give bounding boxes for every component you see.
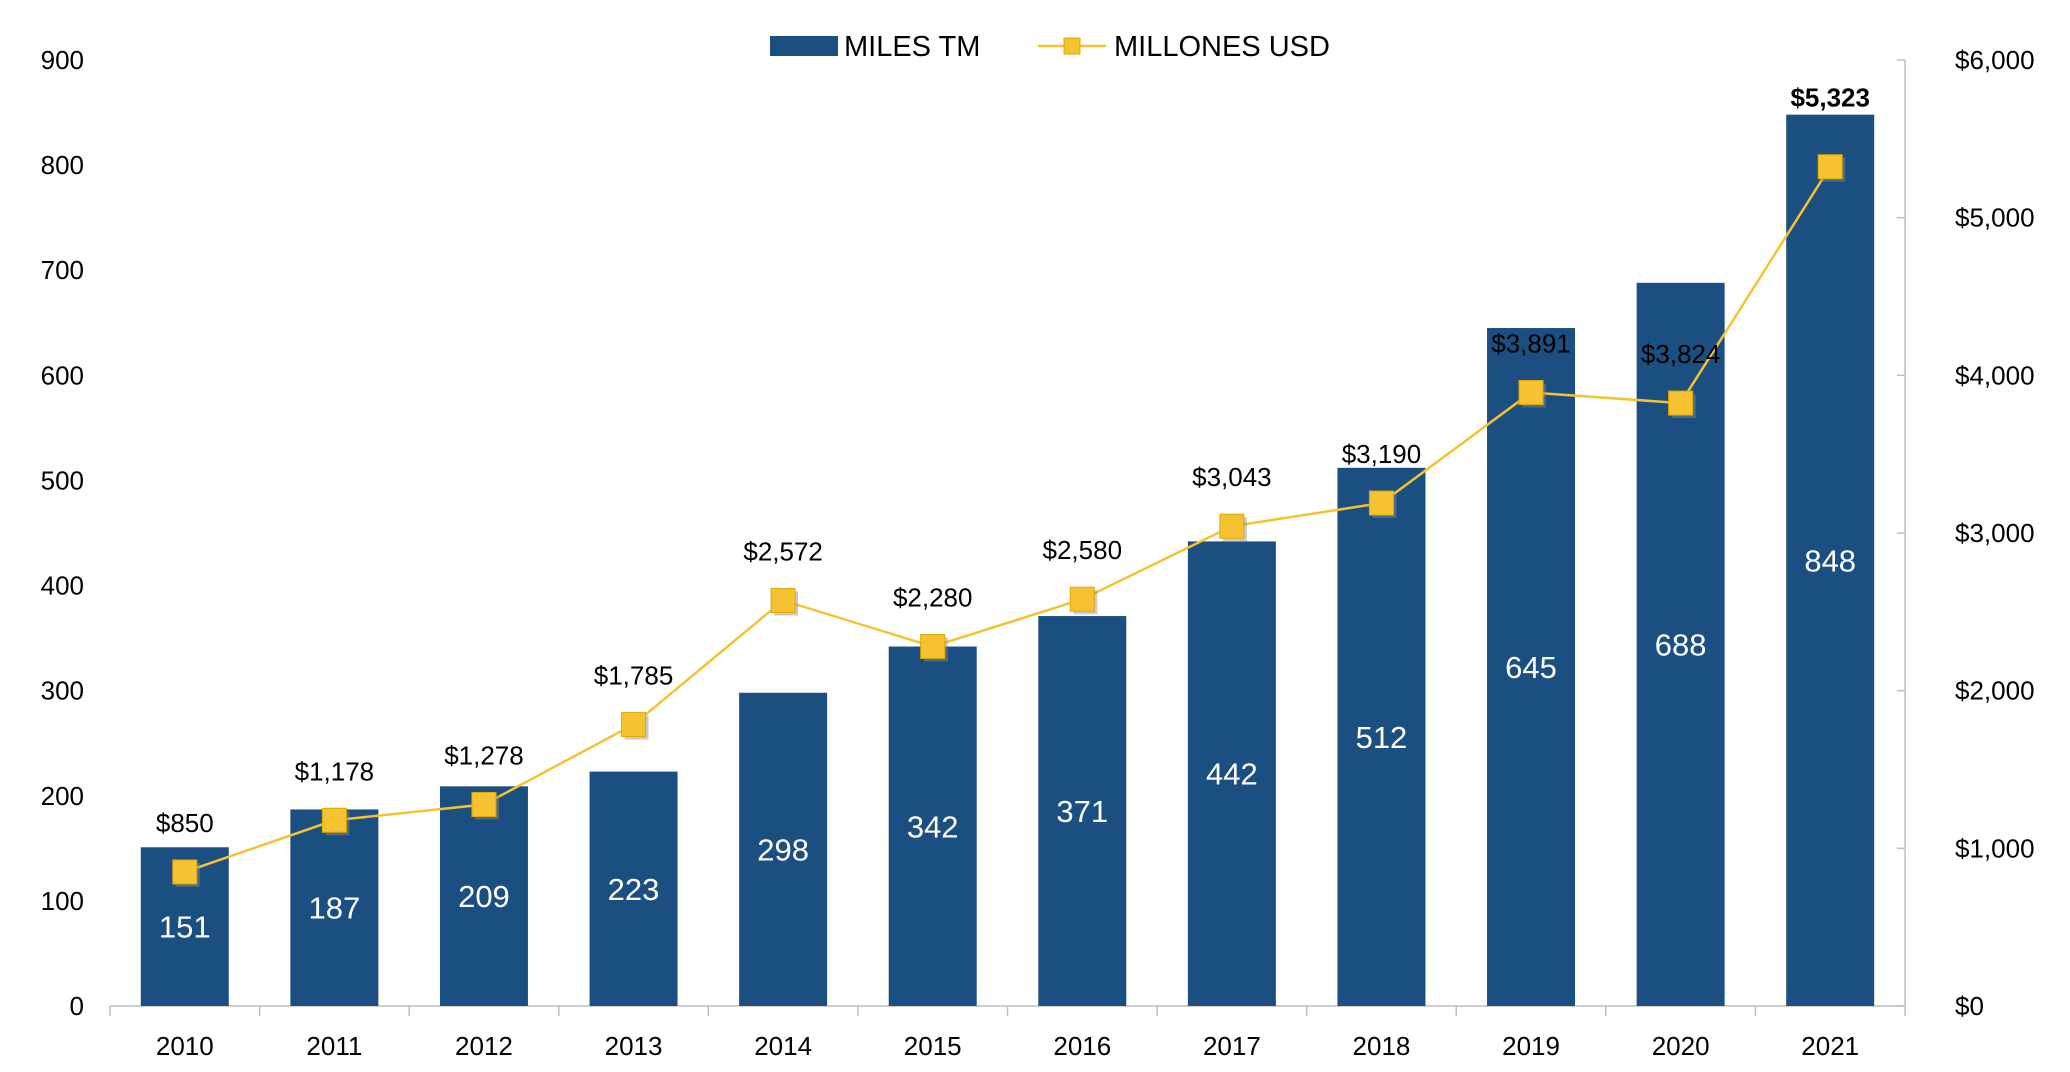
x-tick-label: 2018: [1353, 1031, 1411, 1061]
line-value-label: $3,190: [1342, 439, 1422, 469]
x-tick-label: 2014: [754, 1031, 812, 1061]
y-left-tick-label: 200: [41, 781, 84, 811]
bar-value-label: 848: [1804, 543, 1856, 578]
x-tick-label: 2020: [1652, 1031, 1710, 1061]
legend-label-miles-tm: MILES TM: [844, 31, 980, 63]
x-tick-label: 2012: [455, 1031, 513, 1061]
bar: [1786, 114, 1875, 1006]
bar-value-label: 342: [907, 809, 959, 844]
bar-value-label: 442: [1206, 757, 1258, 792]
bar-value-label: 688: [1655, 627, 1707, 662]
x-tick-label: 2010: [156, 1031, 214, 1061]
line-point: [770, 587, 796, 613]
x-tick-label: 2015: [904, 1031, 962, 1061]
bar-value-label: 187: [309, 891, 361, 926]
line-point: [621, 712, 647, 738]
bar-value-label: 512: [1356, 720, 1408, 755]
x-tick-label: 2021: [1801, 1031, 1859, 1061]
line-point: [920, 634, 946, 660]
legend: MILES TM MILLONES USD: [770, 31, 1330, 63]
line-value-label: $2,580: [1043, 535, 1123, 565]
line-point: [471, 792, 497, 818]
axes: 0 100 200 300 400 500 600 700 800 900 $0 $1,000 $2,0…: [41, 45, 2035, 1061]
x-tick-label: 2017: [1203, 1031, 1261, 1061]
y-right-tick-label: $4,000: [1955, 360, 2035, 390]
bar: [290, 809, 379, 1006]
bar: [888, 646, 977, 1006]
line-value-label: $2,572: [743, 536, 823, 566]
line-value-label: $2,280: [893, 583, 973, 613]
x-tick-label: 2019: [1502, 1031, 1560, 1061]
line-series-path: [184, 166, 1832, 874]
y-right-tick-label: $3,000: [1955, 518, 2035, 548]
y-left-tick-label: 600: [41, 360, 84, 390]
bar-value-label: 151: [159, 910, 211, 945]
y-right-tick-label: $0: [1955, 991, 1984, 1021]
line-layer: $850 $1,178 $1,278 $1,785 $2,572 $2,280 $2,580…: [156, 83, 1870, 887]
y-left-tick-label: 400: [41, 571, 84, 601]
y-left-tick-label: 100: [41, 886, 84, 916]
line-point: [1219, 513, 1245, 539]
bar: [1487, 328, 1576, 1006]
y-left-tick-label: 0: [70, 991, 84, 1021]
line-value-label: $1,278: [444, 741, 524, 771]
line-point: [321, 807, 347, 833]
y-right-tick-label: $6,000: [1955, 45, 2035, 75]
line-point: [1368, 490, 1394, 516]
line-point: [1668, 390, 1694, 416]
line-point: [1817, 154, 1843, 180]
y-right-tick-label: $2,000: [1955, 676, 2035, 706]
x-tick-label: 2016: [1053, 1031, 1111, 1061]
bar-value-label: 223: [608, 872, 660, 907]
line-value-label: $3,891: [1491, 329, 1571, 359]
y-left-tick-label: 900: [41, 45, 84, 75]
line-value-label: $850: [156, 808, 214, 838]
line-point: [1518, 380, 1544, 406]
bar: [1337, 467, 1426, 1006]
bar: [439, 786, 528, 1006]
y-left-tick-label: 800: [41, 150, 84, 180]
y-left-tick-label: 500: [41, 465, 84, 495]
bar: [1038, 616, 1127, 1006]
y-left-tick-label: 300: [41, 676, 84, 706]
bars: 151 187 209 223 298 342 371 442 512 645 688 848: [140, 114, 1875, 1006]
legend-label-millones-usd: MILLONES USD: [1114, 31, 1330, 63]
y-right-tick-label: $1,000: [1955, 833, 2035, 863]
bar-value-label: 645: [1505, 650, 1557, 685]
y-left-tick-label: 700: [41, 255, 84, 285]
y-right-tick-label: $5,000: [1955, 203, 2035, 233]
line-value-label: $5,323: [1790, 83, 1870, 113]
x-tick-label: 2013: [605, 1031, 663, 1061]
legend-swatch-miles-tm: [770, 36, 838, 56]
legend-marker-millones-usd: [1063, 37, 1081, 55]
bar: [589, 771, 678, 1006]
line-point: [172, 859, 198, 885]
bar: [739, 692, 828, 1006]
line-point: [1069, 586, 1095, 612]
line-value-label: $3,824: [1641, 339, 1721, 369]
bar-value-label: 371: [1056, 794, 1108, 829]
bar: [1187, 541, 1276, 1006]
bar-value-label: 298: [757, 832, 809, 867]
x-tick-label: 2011: [306, 1031, 362, 1061]
bar-value-label: 209: [458, 879, 510, 914]
line-value-label: $1,785: [594, 661, 674, 691]
line-value-label: $1,178: [295, 756, 375, 786]
line-value-label: $3,043: [1192, 462, 1272, 492]
